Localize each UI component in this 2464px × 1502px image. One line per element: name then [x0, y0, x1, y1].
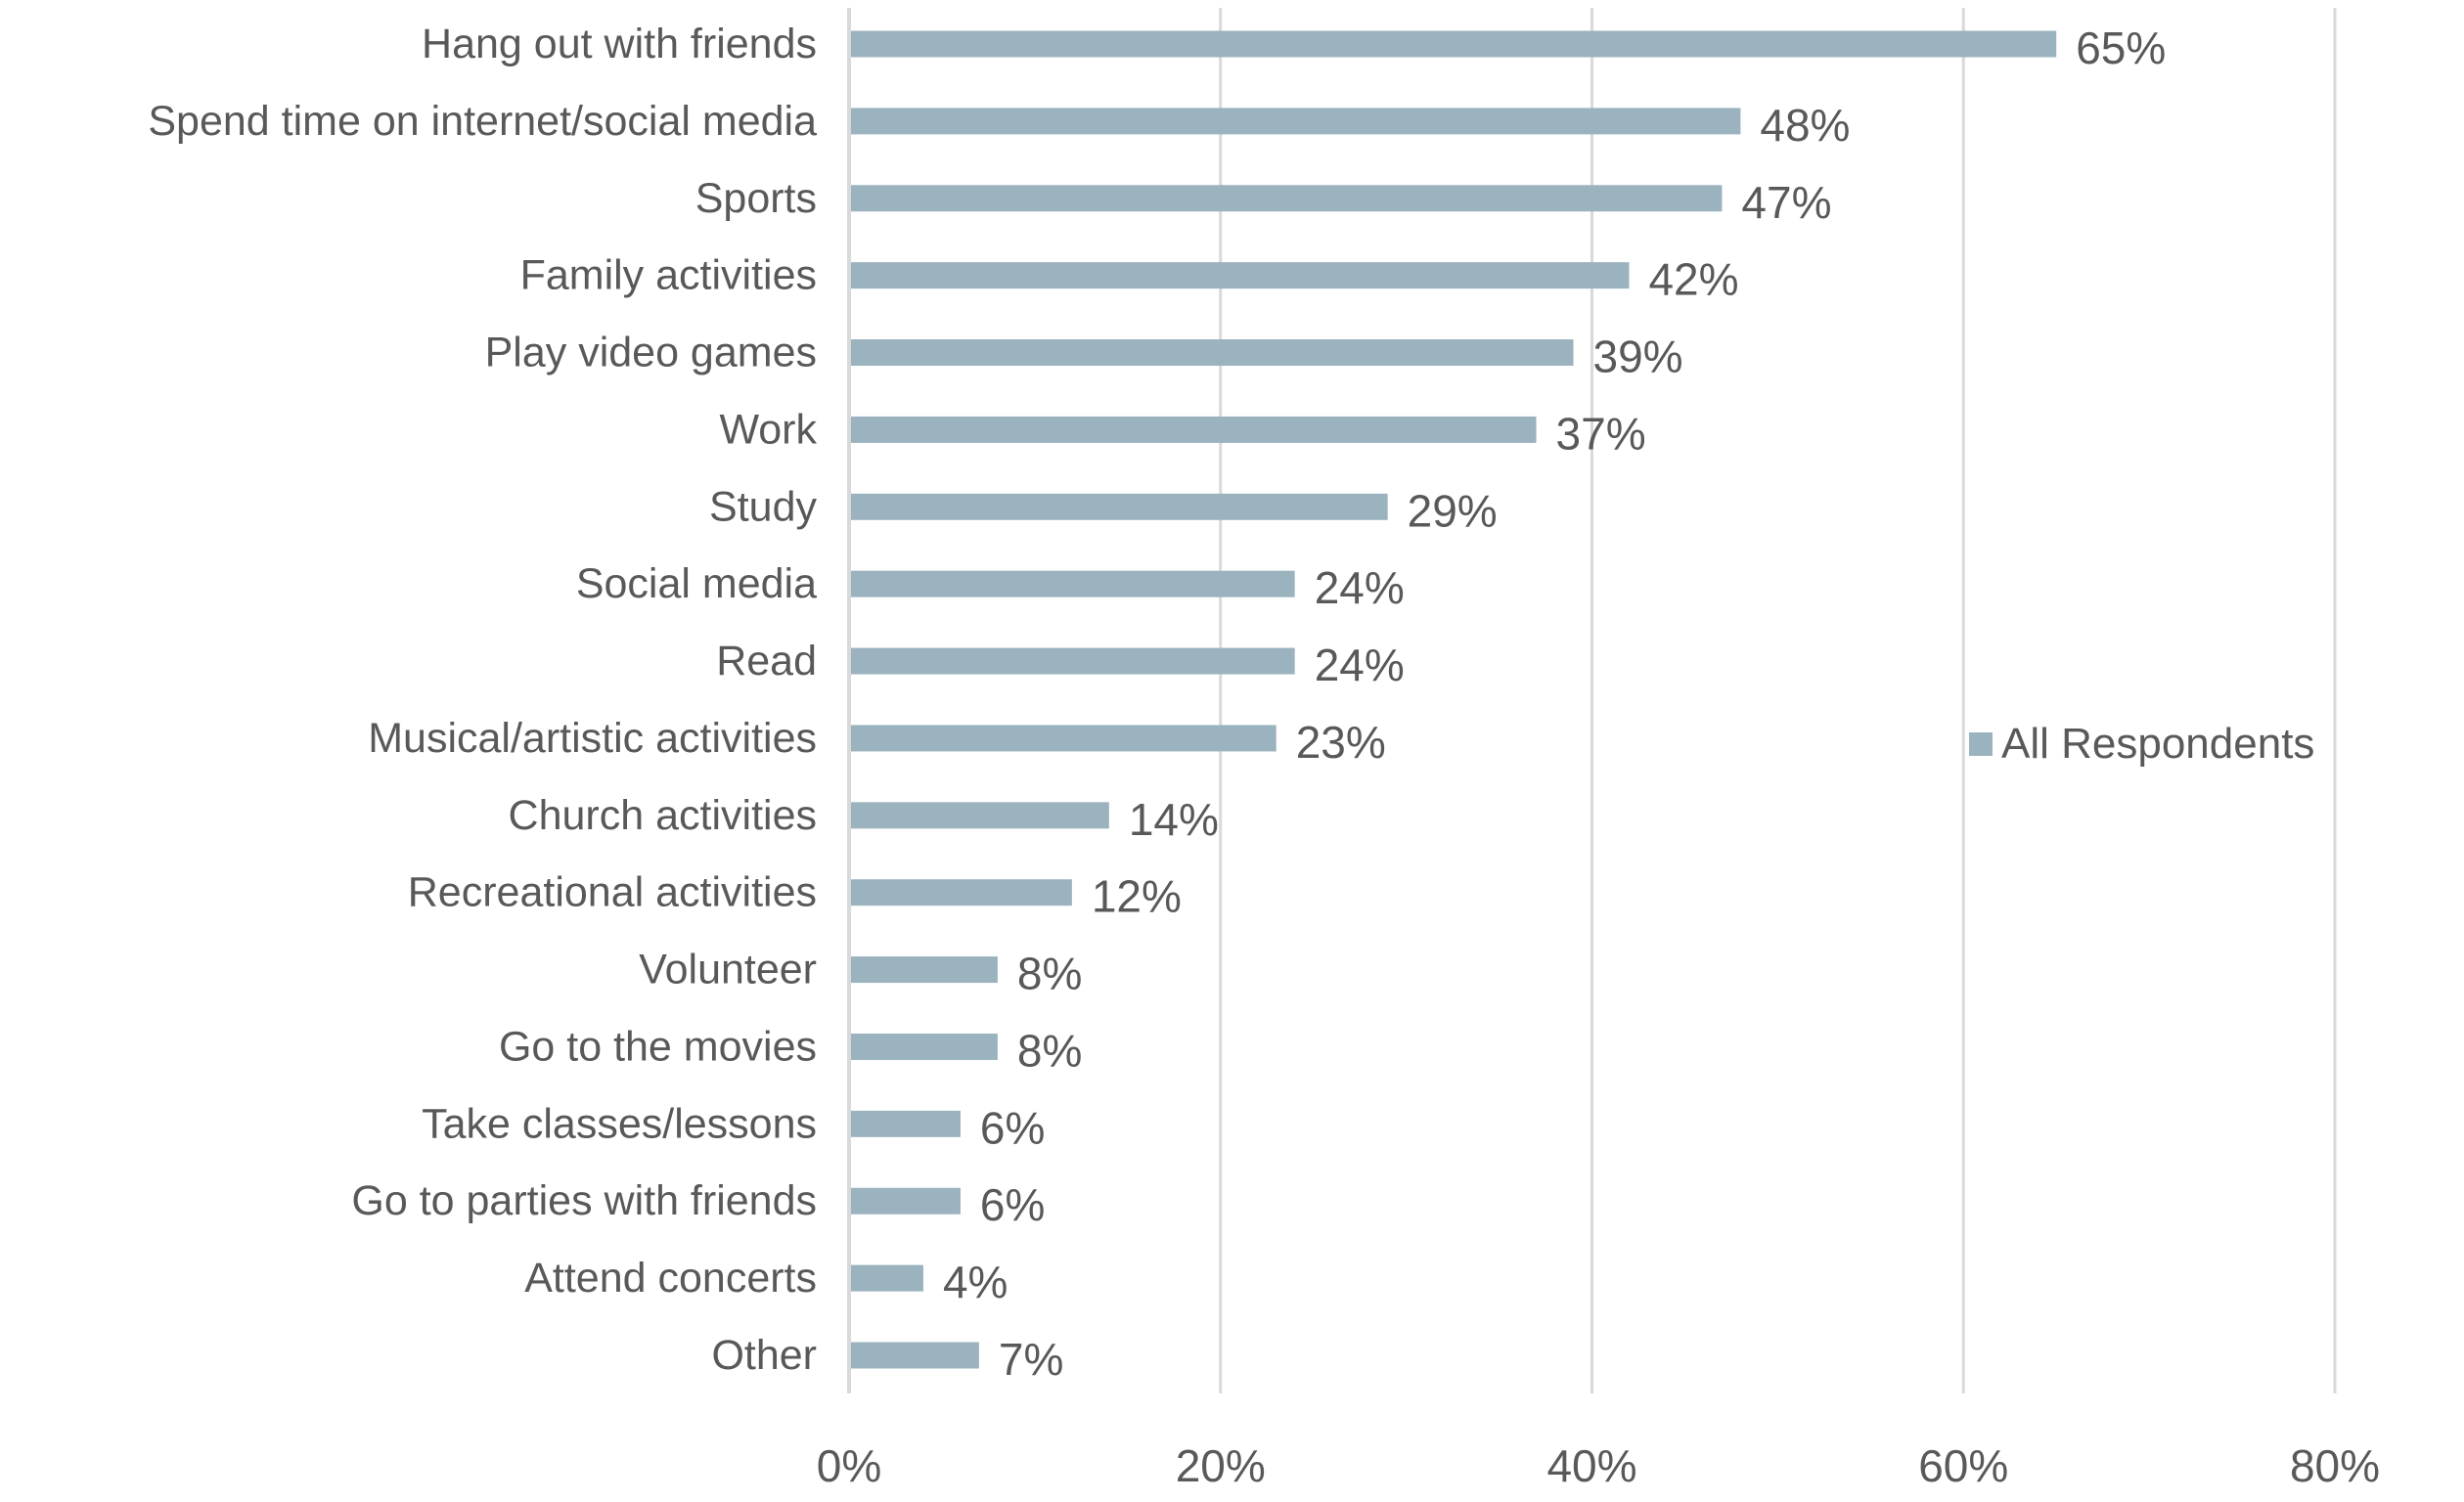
value-label: 42%	[1648, 254, 1738, 305]
category-label: Hang out with friends	[422, 21, 817, 67]
bar	[851, 570, 1295, 597]
bar	[851, 1110, 961, 1137]
legend: All Respondents	[1969, 720, 2314, 768]
bar	[851, 339, 1574, 367]
category-label: Work	[719, 406, 817, 453]
category-label: Family activities	[520, 252, 817, 299]
value-label: 7%	[999, 1334, 1063, 1385]
x-tick-label: 40%	[1546, 1440, 1636, 1491]
bar	[851, 493, 1388, 520]
x-tick-label: 20%	[1176, 1440, 1266, 1491]
category-label: Sports	[695, 175, 817, 222]
bar	[851, 725, 1277, 752]
bar	[851, 879, 1072, 906]
value-label: 29%	[1408, 485, 1498, 536]
value-label: 4%	[943, 1257, 1008, 1307]
bar	[851, 30, 2057, 58]
value-label: 37%	[1556, 408, 1646, 459]
category-label: Spend time on internet/social media	[148, 98, 817, 145]
bar	[851, 416, 1537, 443]
bar	[851, 1187, 961, 1215]
category-label: Musical/artistic activities	[368, 715, 817, 762]
bar	[851, 185, 1723, 212]
legend-swatch	[1969, 732, 1993, 756]
value-label: 23%	[1296, 717, 1386, 768]
value-label: 24%	[1315, 562, 1405, 613]
legend-label: All Respondents	[2001, 720, 2314, 768]
value-label: 39%	[1593, 331, 1683, 382]
bar	[851, 1342, 979, 1369]
category-labels: Hang out with friends Spend time on inter…	[148, 21, 817, 1379]
value-label: 12%	[1092, 871, 1182, 922]
category-label: Go to parties with friends	[351, 1177, 817, 1224]
x-tick-labels: 0% 20% 40% 60% 80%	[817, 1440, 2380, 1491]
value-labels: 65%48%47%42%39%37%29%24%24%23%14%12%8%8%…	[943, 22, 2166, 1385]
value-label: 6%	[980, 1179, 1045, 1230]
x-tick-label: 0%	[817, 1440, 881, 1491]
category-label: Recreational activities	[408, 869, 817, 916]
bar	[851, 802, 1109, 829]
category-label: Take classes/lessons	[422, 1100, 817, 1147]
category-label: Other	[711, 1332, 817, 1379]
value-label: 24%	[1315, 640, 1405, 690]
bar	[851, 956, 998, 984]
bar	[851, 1033, 998, 1060]
bar	[851, 262, 1630, 289]
gridlines	[847, 8, 2337, 1393]
category-label: Volunteer	[639, 947, 817, 994]
category-label: Study	[709, 483, 817, 530]
category-label: Go to the movies	[499, 1023, 817, 1070]
value-label: 47%	[1741, 177, 1831, 228]
value-label: 8%	[1017, 949, 1082, 999]
x-tick-label: 60%	[1918, 1440, 2008, 1491]
category-label: Play video games	[485, 330, 817, 376]
bars	[851, 30, 2057, 1369]
x-tick-label: 80%	[2290, 1440, 2380, 1491]
category-label: Attend concerts	[524, 1255, 817, 1302]
bar	[851, 108, 1741, 135]
bar	[851, 1264, 923, 1292]
bar	[851, 647, 1295, 675]
category-label: Church activities	[509, 792, 817, 839]
category-label: Read	[716, 638, 817, 685]
value-label: 48%	[1760, 100, 1850, 151]
category-label: Social media	[576, 560, 817, 607]
value-label: 6%	[980, 1102, 1045, 1153]
value-label: 8%	[1017, 1025, 1082, 1076]
value-label: 14%	[1129, 794, 1219, 845]
value-label: 65%	[2076, 22, 2166, 73]
